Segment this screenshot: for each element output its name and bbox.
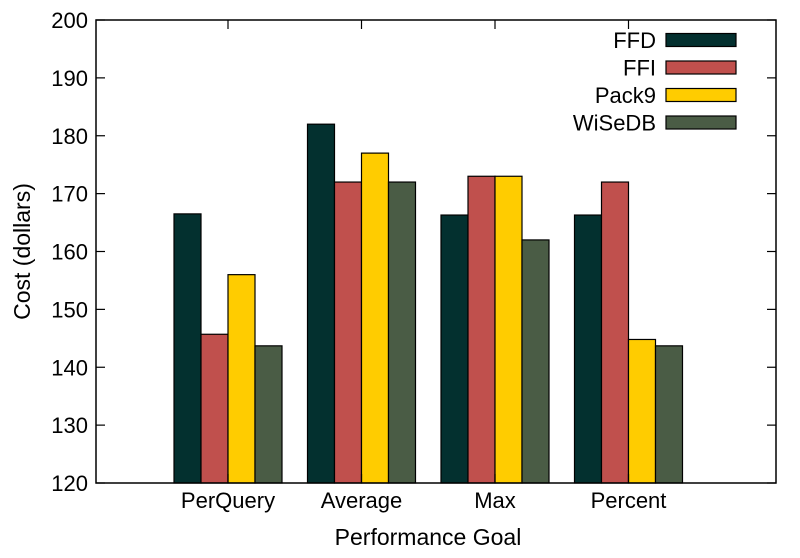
legend-label-wisedb: WiSeDB <box>573 111 656 136</box>
y-tick-label: 130 <box>51 413 88 438</box>
bar-wisedb-average <box>387 181 417 484</box>
x-axis: PerQuery Average Max Percent <box>181 20 666 513</box>
x-tick-label: Max <box>474 488 516 513</box>
bar-ffd-average <box>306 123 336 484</box>
bar-wisedb-percent <box>654 345 684 484</box>
y-tick-label: 140 <box>51 355 88 380</box>
bar-ffi-max <box>467 175 496 484</box>
bar-pack9-percent <box>627 338 657 484</box>
bar-pack9-max <box>494 175 523 484</box>
legend-label-ffi: FFI <box>623 56 656 81</box>
legend-swatch-ffi <box>665 60 737 75</box>
bar-pack9-perquery <box>227 274 256 484</box>
bar-wisedb-max <box>521 239 550 484</box>
legend-swatch-pack9 <box>665 87 737 103</box>
bar-ffd-max <box>440 214 469 484</box>
bar-ffi-perquery <box>200 333 229 484</box>
bar-ffi-percent <box>600 181 630 484</box>
bars-group <box>173 123 684 484</box>
y-tick-label: 170 <box>51 182 88 207</box>
x-tick-label: Percent <box>591 488 667 513</box>
bar-ffd-perquery <box>173 213 202 484</box>
y-axis: 120 130 140 150 160 170 180 190 200 <box>51 8 776 496</box>
y-tick-label: 190 <box>51 66 88 91</box>
legend-label-ffd: FFD <box>613 28 656 53</box>
legend-label-pack9: Pack9 <box>595 83 656 108</box>
y-tick-label: 150 <box>51 297 88 322</box>
x-tick-label: Average <box>321 488 403 513</box>
y-tick-label: 160 <box>51 240 88 265</box>
y-tick-label: 120 <box>51 471 88 496</box>
bar-pack9-average <box>360 152 390 484</box>
legend-swatch-wisedb <box>665 115 737 130</box>
bar-ffi-average <box>333 181 363 484</box>
y-axis-label: Cost (dollars) <box>9 183 35 320</box>
bar-wisedb-perquery <box>254 345 283 484</box>
bar-ffd-percent <box>573 214 603 484</box>
x-axis-label: Performance Goal <box>335 524 522 550</box>
legend-swatch-ffd <box>665 32 737 48</box>
y-tick-label: 180 <box>51 124 88 149</box>
x-tick-label: PerQuery <box>181 488 275 513</box>
y-tick-label: 200 <box>51 8 88 33</box>
